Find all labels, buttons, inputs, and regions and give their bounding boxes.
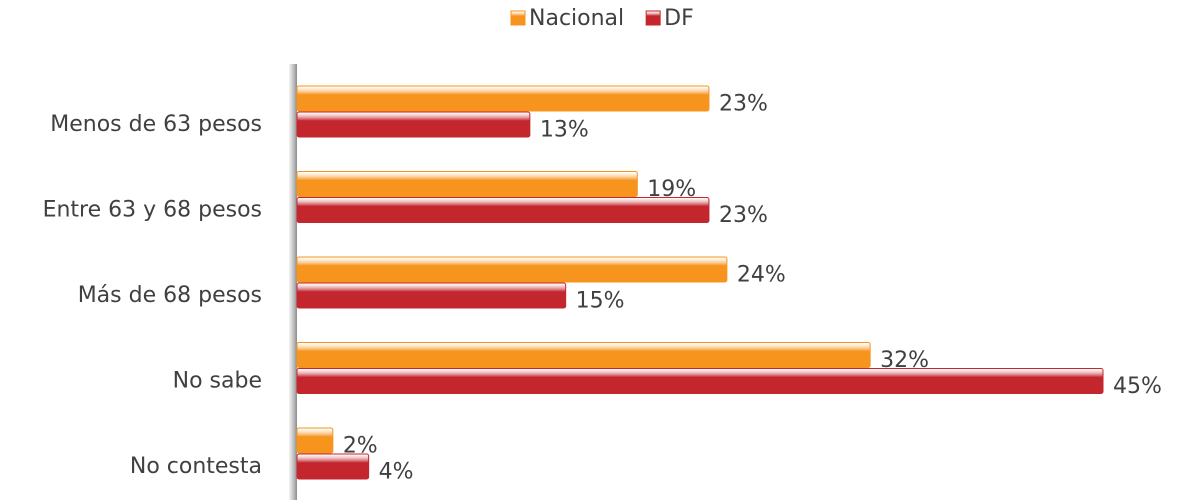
- legend-swatch: [510, 10, 526, 26]
- axis-wall: [289, 64, 297, 500]
- value-label: 24%: [737, 263, 786, 288]
- bar: [296, 256, 728, 283]
- bar: [296, 85, 710, 112]
- value-label: 23%: [719, 92, 768, 117]
- bar: [296, 282, 567, 309]
- bar: [296, 197, 710, 223]
- legend-swatch: [645, 10, 661, 26]
- value-label: 45%: [1113, 374, 1162, 399]
- bar: [296, 453, 370, 480]
- category-label: No contesta: [130, 454, 262, 479]
- category-label: No sabe: [173, 369, 262, 394]
- value-label: 23%: [719, 203, 768, 228]
- bar: [296, 368, 1104, 394]
- value-label: 13%: [540, 118, 589, 143]
- value-label: 15%: [576, 289, 625, 314]
- category-label: Menos de 63 pesos: [50, 112, 262, 137]
- category-label: Entre 63 y 68 pesos: [43, 198, 262, 223]
- bar: [296, 111, 531, 138]
- value-label: 4%: [379, 460, 414, 485]
- bar: [296, 171, 638, 197]
- legend-label: DF: [664, 6, 694, 31]
- bar: [296, 342, 871, 368]
- legend-label: Nacional: [529, 6, 624, 31]
- bar: [296, 427, 334, 454]
- category-label: Más de 68 pesos: [78, 283, 262, 308]
